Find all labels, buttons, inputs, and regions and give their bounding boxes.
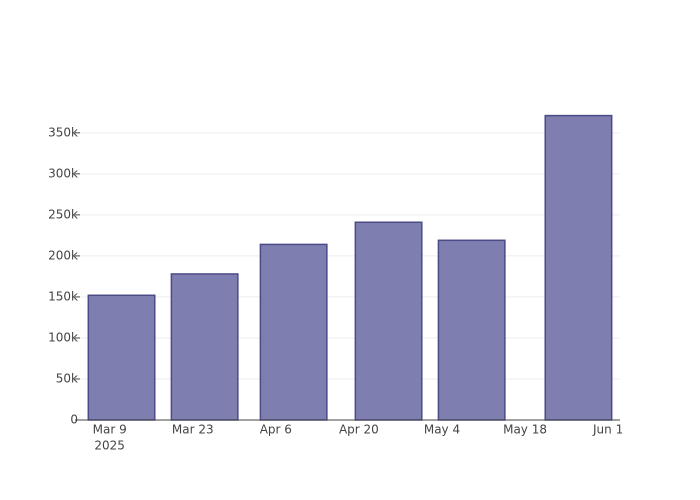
x-tick-label: May 18 bbox=[503, 423, 547, 437]
x-tick-label: Mar 9 bbox=[93, 423, 127, 437]
y-tick-label: 100k bbox=[48, 330, 78, 344]
y-tick-label: 350k bbox=[48, 125, 78, 139]
y-tick-label: 150k bbox=[48, 289, 78, 303]
x-tick-label: May 4 bbox=[424, 423, 460, 437]
x-tick-label: Mar 23 bbox=[172, 423, 214, 437]
bar bbox=[437, 239, 506, 421]
bar bbox=[354, 221, 423, 421]
bar bbox=[259, 243, 328, 421]
x-year-label: 2025 bbox=[94, 439, 125, 453]
y-tick-label: 300k bbox=[48, 166, 78, 180]
bar bbox=[87, 294, 156, 421]
bar bbox=[170, 273, 239, 421]
bar bbox=[544, 114, 613, 421]
y-tick-label: 50k bbox=[56, 371, 78, 385]
y-tick-label: 0 bbox=[70, 413, 78, 427]
y-tick-label: 250k bbox=[48, 207, 78, 221]
x-tick-label: Jun 1 bbox=[592, 423, 623, 437]
x-tick-label: Apr 20 bbox=[339, 423, 379, 437]
x-tick-label: Apr 6 bbox=[260, 423, 292, 437]
y-tick-label: 200k bbox=[48, 248, 78, 262]
